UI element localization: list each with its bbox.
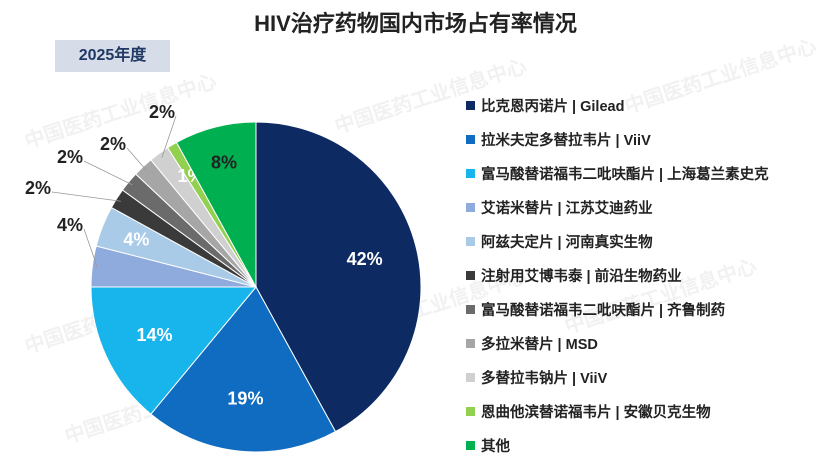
leader-line [83, 228, 98, 268]
legend-item: 拉米夫定多替拉韦片 | ViiV [466, 122, 769, 156]
legend-swatch [466, 406, 475, 416]
data-label: 14% [136, 325, 172, 345]
legend-label: 其他 [481, 438, 510, 455]
legend-item: 艾诺米替片 | 江苏艾迪药业 [466, 190, 769, 224]
legend-item: 注射用艾博韦泰 | 前沿生物药业 [466, 258, 769, 292]
legend-item: 多拉米替片 | MSD [466, 326, 769, 360]
legend-swatch [466, 338, 475, 348]
legend-label: 多拉米替片 | MSD [481, 336, 598, 353]
legend-item: 比克恩丙诺片 | Gilead [466, 88, 769, 122]
leader-line [161, 115, 177, 158]
legend-label: 恩曲他滨替诺福韦片 | 安徽贝克生物 [481, 404, 711, 421]
data-label: 8% [211, 152, 237, 172]
pie-slice [175, 121, 257, 288]
data-label: 2% [100, 134, 126, 154]
data-label: 4% [57, 215, 83, 235]
legend: 比克恩丙诺片 | Gilead 拉米夫定多替拉韦片 | ViiV 富马酸替诺福韦二吡… [466, 88, 769, 462]
legend-swatch [466, 134, 475, 144]
legend-label: 富马酸替诺福韦二吡呋酯片 | 上海葛兰素史克 [481, 166, 769, 183]
data-label: 2% [25, 178, 51, 198]
leader-line [83, 160, 133, 186]
legend-label: 拉米夫定多替拉韦片 | ViiV [481, 132, 651, 149]
pie-slice [150, 286, 337, 453]
chart-title: HIV治疗药物国内市场占有率情况 [254, 11, 577, 36]
legend-swatch [466, 372, 475, 382]
leader-line [51, 191, 121, 202]
legend-item: 其他 [466, 428, 769, 462]
pie-slice [90, 286, 258, 415]
legend-label: 富马酸替诺福韦二吡呋酯片 | 齐鲁制药 [481, 302, 726, 319]
legend-label: 阿兹夫定片 | 河南真实生物 [481, 234, 653, 251]
legend-swatch [466, 202, 475, 212]
legend-swatch [466, 236, 475, 246]
data-label: 4% [123, 230, 149, 250]
legend-item: 恩曲他滨替诺福韦片 | 安徽贝克生物 [466, 394, 769, 428]
legend-swatch [466, 270, 475, 280]
year-badge: 2025年度 [55, 40, 170, 72]
legend-item: 富马酸替诺福韦二吡呋酯片 | 上海葛兰素史克 [466, 156, 769, 190]
legend-label: 注射用艾博韦泰 | 前沿生物药业 [481, 268, 682, 285]
legend-label: 多替拉韦钠片 | ViiV [481, 370, 608, 387]
legend-item: 阿兹夫定片 | 河南真实生物 [466, 224, 769, 258]
pie-slice [255, 121, 422, 433]
legend-swatch [466, 100, 475, 110]
leader-line [126, 147, 147, 171]
legend-label: 比克恩丙诺片 | Gilead [481, 98, 625, 115]
data-label: 19% [227, 389, 263, 409]
legend-swatch [466, 440, 475, 450]
legend-swatch [466, 304, 475, 314]
data-label: 42% [347, 249, 383, 269]
data-label: 2% [149, 102, 175, 122]
legend-label: 艾诺米替片 | 江苏艾迪药业 [481, 200, 653, 217]
legend-item: 多替拉韦钠片 | ViiV [466, 360, 769, 394]
legend-item: 富马酸替诺福韦二吡呋酯片 | 齐鲁制药 [466, 292, 769, 326]
data-label: 2% [57, 147, 83, 167]
legend-swatch [466, 168, 475, 178]
